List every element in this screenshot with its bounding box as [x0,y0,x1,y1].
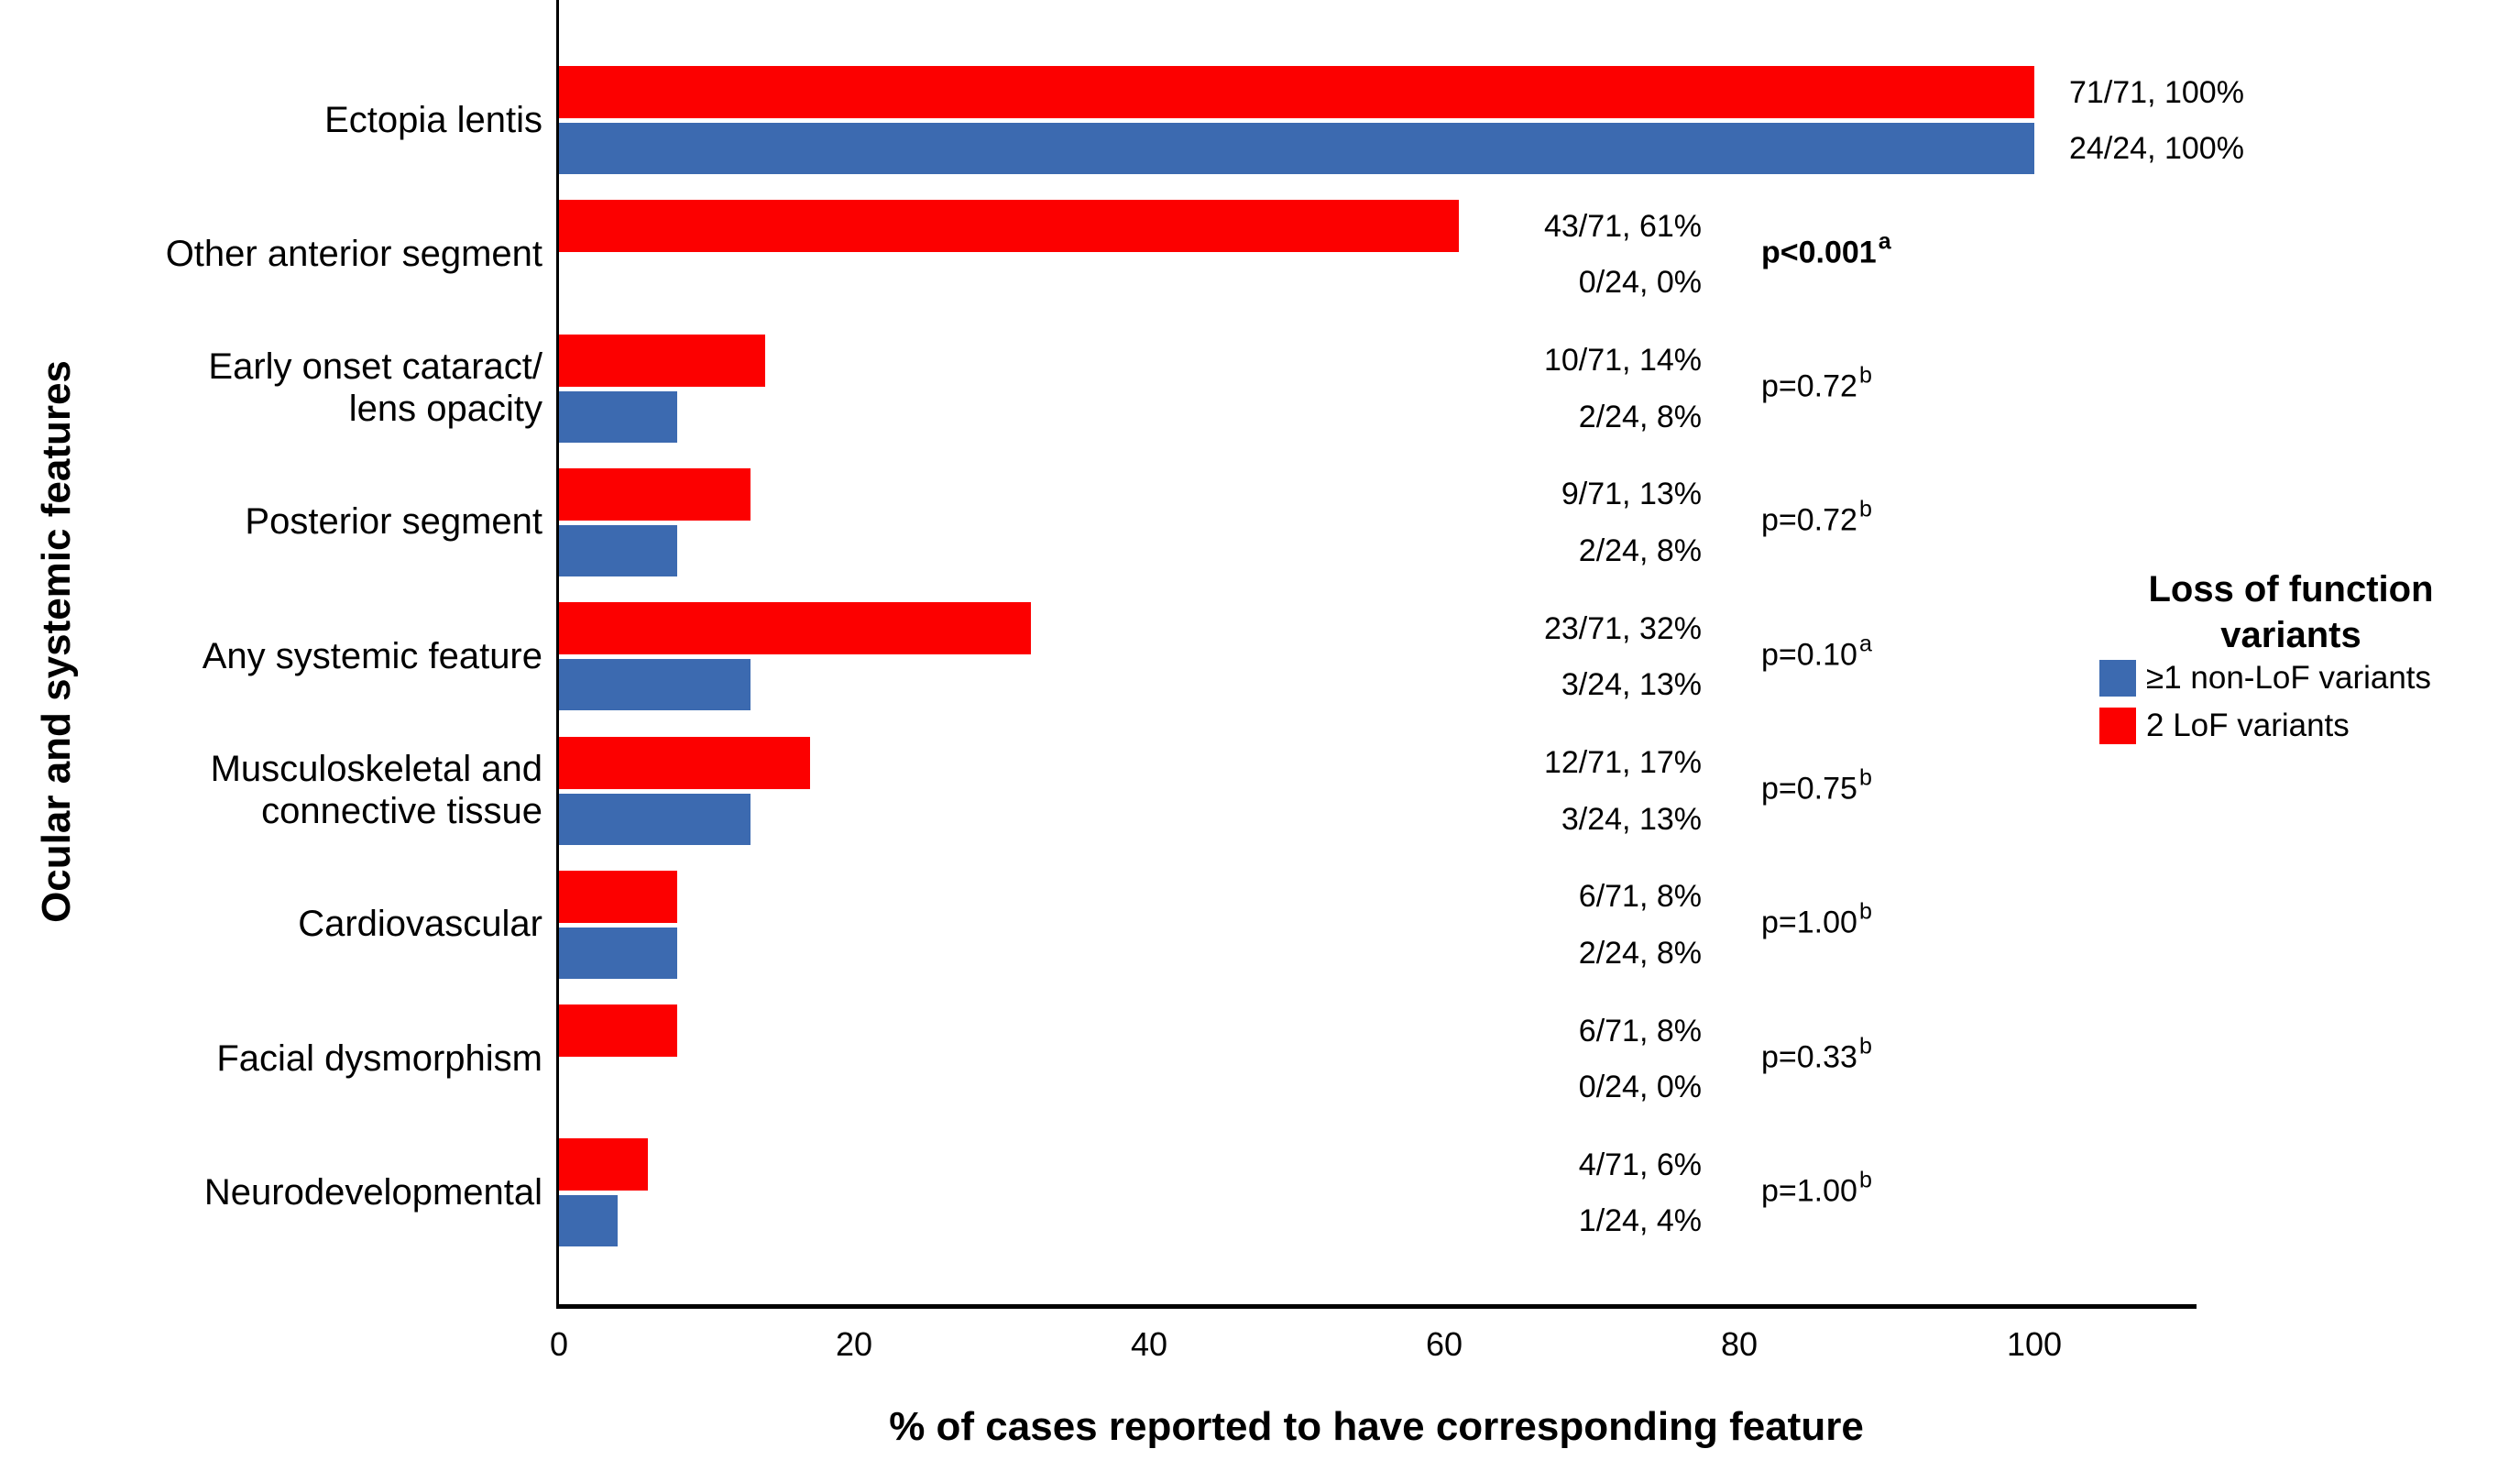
p-value-label: p=0.75b [1761,765,1872,809]
value-label-non-lof: 3/24, 13% [1561,667,1702,703]
p-value-superscript: a [1858,631,1872,657]
p-value-superscript: a [1878,228,1891,255]
legend-label-non-lof: ≥1 non-LoF variants [2146,660,2432,696]
x-tick-label: 60 [1425,1325,1463,1363]
p-value-text: p<0.001 [1761,235,1877,270]
p-value-superscript: b [1858,1033,1872,1059]
value-label-lof: 10/71, 14% [1543,343,1702,379]
p-value-text: p=0.10 [1761,637,1857,673]
value-label-lof: 9/71, 13% [1561,477,1702,512]
value-label-lof: 4/71, 6% [1578,1147,1702,1182]
bar-lof-variants [559,1138,648,1191]
value-label-non-lof: 24/24, 100% [2069,131,2244,166]
value-label-lof: 23/71, 32% [1543,610,1702,646]
bar-non-lof-variants [559,1195,619,1247]
category-label: Posterior segment [245,501,542,543]
legend-title: Loss of function variants [2148,569,2434,655]
x-tick-label: 80 [1720,1325,1759,1363]
value-label-non-lof: 2/24, 8% [1578,399,1702,434]
p-value-superscript: b [1858,496,1872,522]
bar-non-lof-variants [559,927,677,979]
legend-swatch-non-lof [2099,660,2136,697]
bar-lof-variants [559,467,751,521]
p-value-text: p=1.00 [1761,1173,1857,1209]
p-value-label: p=1.00b [1761,1167,1872,1211]
bar-lof-variants [559,602,1032,655]
value-label-lof: 6/71, 8% [1578,1013,1702,1048]
x-tick-label: 40 [1130,1325,1168,1363]
x-tick-label: 20 [835,1325,873,1363]
x-axis-title: % of cases reported to have correspondin… [889,1404,1864,1449]
value-label-lof: 71/71, 100% [2069,74,2244,110]
value-label-non-lof: 0/24, 0% [1578,265,1702,301]
value-label-lof: 12/71, 17% [1543,745,1702,780]
legend: Loss of function variants ≥1 non-LoF var… [2080,566,2502,768]
category-label: Cardiovascular [298,904,542,945]
bar-lof-variants [559,200,1460,253]
bar-non-lof-variants [559,123,2034,174]
bar-non-lof-variants [559,390,677,443]
value-label-lof: 43/71, 61% [1543,208,1702,244]
bar-lof-variants [559,736,810,789]
p-value-text: p=1.00 [1761,905,1857,940]
p-value-text: p=0.75 [1761,771,1857,807]
p-value-label: p<0.001a [1761,228,1891,272]
p-value-label: p=1.00b [1761,899,1872,943]
p-value-superscript: b [1858,362,1872,389]
bar-lof-variants [559,66,2034,118]
p-value-label: p=0.10a [1761,631,1872,675]
legend-swatch-lof [2099,708,2136,744]
y-axis-line [556,0,559,1309]
category-label: Early onset cataract/ lens opacity [208,346,542,430]
x-tick-label: 0 [549,1325,569,1363]
p-value-text: p=0.72 [1761,368,1857,404]
value-label-non-lof: 2/24, 8% [1578,532,1702,568]
bar-lof-variants [559,1004,677,1058]
value-label-non-lof: 1/24, 4% [1578,1203,1702,1239]
value-label-lof: 6/71, 8% [1578,879,1702,915]
bar-lof-variants [559,334,766,387]
value-label-non-lof: 0/24, 0% [1578,1070,1702,1105]
p-value-superscript: b [1858,1167,1872,1193]
legend-label-lof: 2 LoF variants [2146,708,2350,743]
value-label-non-lof: 2/24, 8% [1578,935,1702,971]
p-value-superscript: b [1858,764,1872,791]
category-label: Any systemic feature [202,635,542,676]
value-label-non-lof: 3/24, 13% [1561,801,1702,837]
bar-non-lof-variants [559,524,677,576]
x-tick-label: 100 [2006,1325,2063,1363]
bar-non-lof-variants [559,659,751,711]
p-value-text: p=0.72 [1761,502,1857,538]
p-value-label: p=0.33b [1761,1033,1872,1077]
category-label: Musculoskeletal and connective tissue [210,749,542,831]
bar-lof-variants [559,870,677,923]
y-axis-title: Ocular and systemic features [34,360,79,923]
category-label: Neurodevelopmental [203,1171,542,1213]
bar-non-lof-variants [559,793,751,845]
p-value-text: p=0.33 [1761,1039,1857,1075]
x-axis-line [556,1304,2197,1309]
category-label: Other anterior segment [165,233,542,274]
p-value-label: p=0.72b [1761,363,1872,407]
p-value-label: p=0.72b [1761,497,1872,541]
p-value-superscript: b [1858,898,1872,925]
category-label: Ectopia lentis [324,99,542,140]
category-label: Facial dysmorphism [216,1037,542,1079]
